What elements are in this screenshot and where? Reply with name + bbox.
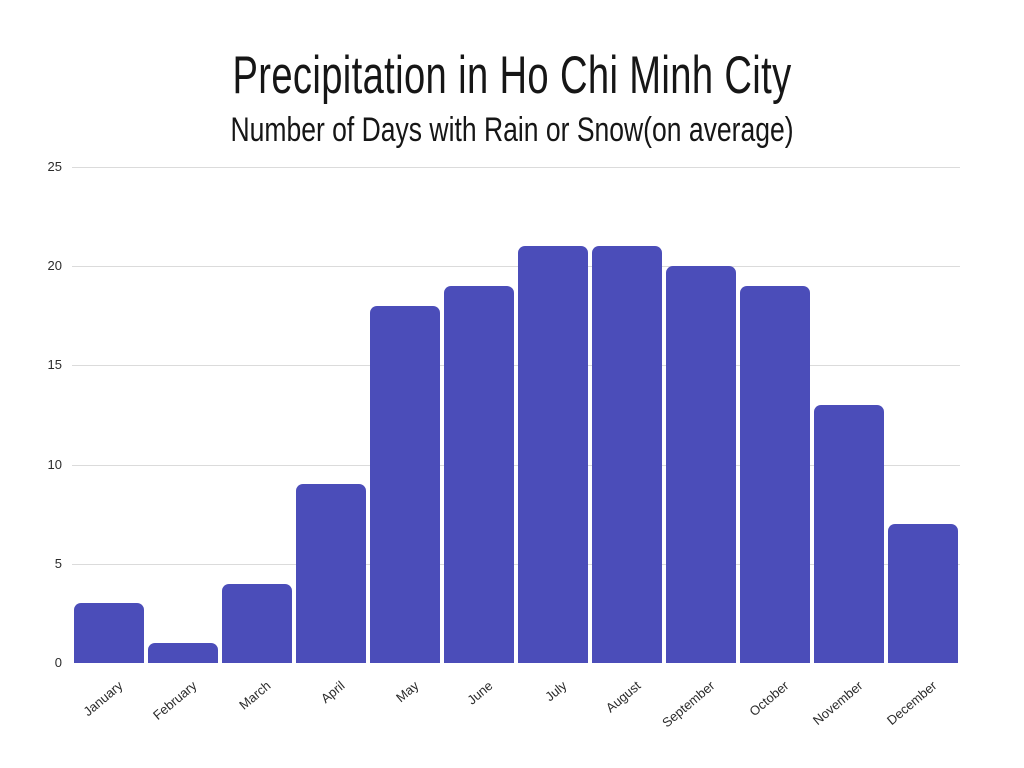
gridline-10 [72, 464, 960, 466]
chart-subtitle: Number of Days with Rain or Snow(on aver… [230, 111, 794, 149]
bar-january [74, 603, 144, 663]
y-tick-label-5: 5 [54, 555, 62, 571]
bar-july [518, 246, 588, 663]
y-tick-label-15: 15 [47, 357, 62, 373]
chart-title: Precipitation in Ho Chi Minh City [232, 46, 792, 105]
y-tick-label-20: 20 [47, 258, 62, 274]
bar-march [222, 583, 292, 663]
y-tick-label-25: 25 [47, 159, 62, 174]
bar-august [592, 246, 662, 663]
bar-june [444, 286, 514, 663]
bar-april [296, 484, 366, 663]
x-tick-label-december: December [883, 677, 940, 728]
y-tick-label-10: 10 [47, 456, 62, 472]
gridline-25 [72, 167, 960, 168]
bar-may [370, 305, 440, 663]
bar-february [148, 643, 218, 663]
gridline-15 [72, 365, 960, 367]
gridline-20 [72, 266, 960, 268]
bar-october [740, 286, 810, 663]
plot-area [72, 167, 960, 663]
y-tick-label-0: 0 [54, 655, 62, 670]
bar-november [814, 405, 884, 663]
bar-december [888, 524, 958, 663]
bar-september [666, 266, 736, 663]
gridline-5 [72, 563, 960, 565]
